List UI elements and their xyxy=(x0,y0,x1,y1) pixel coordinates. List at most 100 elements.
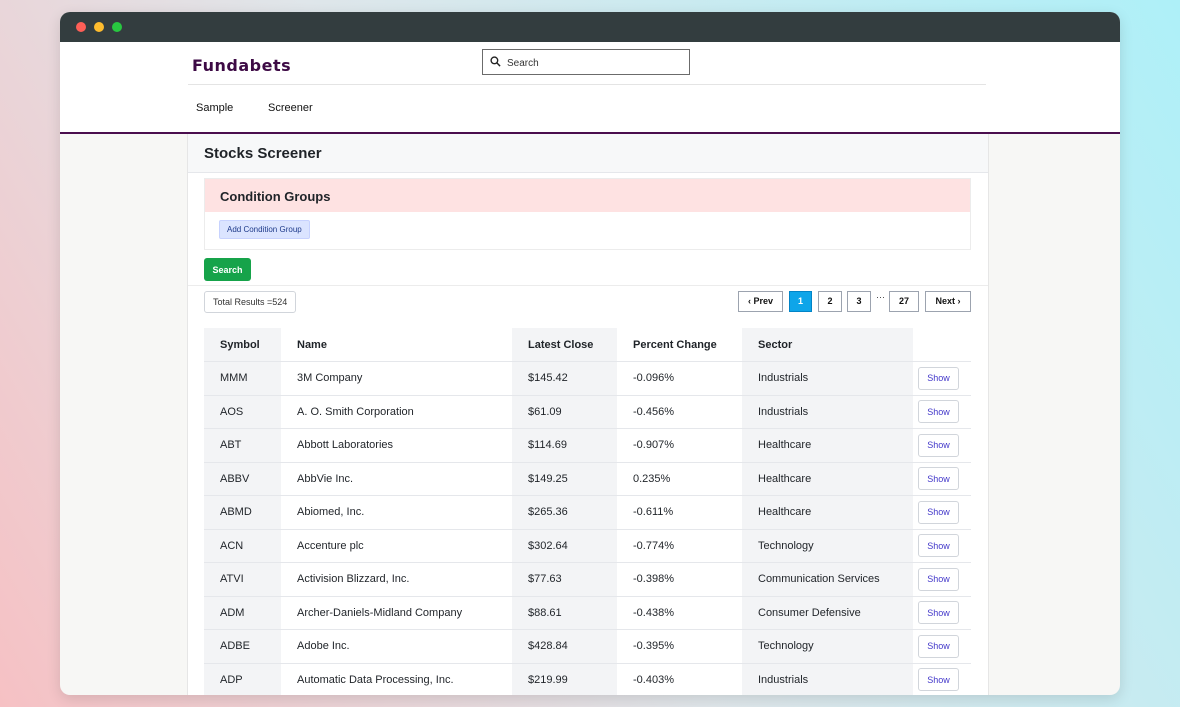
table-row: ATVI Activision Blizzard, Inc. $77.63 -0… xyxy=(204,562,971,597)
action-cell: Show xyxy=(913,663,971,695)
pagination-page-3[interactable]: 3 xyxy=(847,291,871,312)
search-icon xyxy=(490,56,501,67)
close-cell: $265.36 xyxy=(512,495,617,530)
name-cell: AbbVie Inc. xyxy=(281,462,512,496)
search-button[interactable]: Search xyxy=(204,258,251,281)
pagination-next-button[interactable]: Next › xyxy=(925,291,971,312)
close-cell: $149.25 xyxy=(512,462,617,496)
pagination-page-2[interactable]: 2 xyxy=(818,291,842,312)
name-cell: Activision Blizzard, Inc. xyxy=(281,562,512,597)
symbol-cell: ABBV xyxy=(204,462,281,496)
show-button[interactable]: Show xyxy=(918,400,959,424)
pagination-page-1[interactable]: 1 xyxy=(789,291,812,312)
column-header-actions xyxy=(913,328,971,362)
page-header: Stocks Screener xyxy=(188,134,988,173)
table-row: ABT Abbott Laboratories $114.69 -0.907% … xyxy=(204,428,971,463)
show-button[interactable]: Show xyxy=(918,567,959,591)
change-cell: -0.403% xyxy=(617,663,742,695)
close-cell: $77.63 xyxy=(512,562,617,597)
nav-link-screener[interactable]: Screener xyxy=(268,102,313,114)
sector-cell: Technology xyxy=(742,529,913,563)
change-cell: -0.456% xyxy=(617,395,742,429)
sector-cell: Healthcare xyxy=(742,428,913,463)
change-cell: -0.611% xyxy=(617,495,742,530)
main-content: Stocks Screener Condition Groups Add Con… xyxy=(187,134,989,695)
symbol-cell: ABMD xyxy=(204,495,281,530)
change-cell: -0.438% xyxy=(617,596,742,630)
symbol-cell: MMM xyxy=(204,361,281,396)
name-cell: Automatic Data Processing, Inc. xyxy=(281,663,512,695)
pagination-ellipsis: ··· xyxy=(876,292,885,302)
close-cell: $219.99 xyxy=(512,663,617,695)
column-header-symbol[interactable]: Symbol xyxy=(204,328,281,362)
table-row: ADP Automatic Data Processing, Inc. $219… xyxy=(204,663,971,695)
close-window-dot[interactable] xyxy=(76,22,86,32)
pagination-page-last[interactable]: 27 xyxy=(889,291,919,312)
minimize-window-dot[interactable] xyxy=(94,22,104,32)
symbol-cell: ADP xyxy=(204,663,281,695)
header-divider xyxy=(188,84,986,85)
name-cell: Archer-Daniels-Midland Company xyxy=(281,596,512,630)
show-button[interactable]: Show xyxy=(918,668,959,692)
column-header-name[interactable]: Name xyxy=(281,328,512,362)
symbol-cell: ATVI xyxy=(204,562,281,597)
show-button[interactable]: Show xyxy=(918,467,959,491)
sector-cell: Industrials xyxy=(742,663,913,695)
column-header-latest-close[interactable]: Latest Close xyxy=(512,328,617,362)
page-title: Stocks Screener xyxy=(204,145,322,162)
browser-window: Fundabets Sample Screener Stocks Screene… xyxy=(60,12,1120,695)
column-header-percent-change[interactable]: Percent Change xyxy=(617,328,742,362)
close-cell: $114.69 xyxy=(512,428,617,463)
condition-groups-header: Condition Groups xyxy=(205,179,970,212)
show-button[interactable]: Show xyxy=(918,433,959,457)
table-row: AOS A. O. Smith Corporation $61.09 -0.45… xyxy=(204,395,971,429)
symbol-cell: ACN xyxy=(204,529,281,563)
change-cell: -0.395% xyxy=(617,629,742,664)
show-button[interactable]: Show xyxy=(918,601,959,625)
search-box[interactable] xyxy=(482,49,690,75)
close-cell: $428.84 xyxy=(512,629,617,664)
name-cell: Accenture plc xyxy=(281,529,512,563)
add-condition-group-button[interactable]: Add Condition Group xyxy=(219,220,310,239)
show-button[interactable]: Show xyxy=(918,634,959,658)
close-cell: $61.09 xyxy=(512,395,617,429)
search-input[interactable] xyxy=(505,53,684,73)
action-cell: Show xyxy=(913,495,971,530)
maximize-window-dot[interactable] xyxy=(112,22,122,32)
table-row: ADM Archer-Daniels-Midland Company $88.6… xyxy=(204,596,971,630)
name-cell: A. O. Smith Corporation xyxy=(281,395,512,429)
close-cell: $145.42 xyxy=(512,361,617,396)
symbol-cell: ABT xyxy=(204,428,281,463)
action-cell: Show xyxy=(913,395,971,429)
symbol-cell: ADBE xyxy=(204,629,281,664)
name-cell: Adobe Inc. xyxy=(281,629,512,664)
action-cell: Show xyxy=(913,462,971,496)
show-button[interactable]: Show xyxy=(918,366,959,390)
pagination-prev-button[interactable]: ‹ Prev xyxy=(738,291,783,312)
brand-logo[interactable]: Fundabets xyxy=(192,56,292,75)
table-row: ABMD Abiomed, Inc. $265.36 -0.611% Healt… xyxy=(204,495,971,530)
column-header-sector[interactable]: Sector xyxy=(742,328,913,362)
name-cell: Abiomed, Inc. xyxy=(281,495,512,530)
table-row: ACN Accenture plc $302.64 -0.774% Techno… xyxy=(204,529,971,563)
nav-link-sample[interactable]: Sample xyxy=(196,102,234,114)
app-header: Fundabets Sample Screener xyxy=(60,42,1120,134)
table-header-row: Symbol Name Latest Close Percent Change … xyxy=(204,328,971,362)
show-button[interactable]: Show xyxy=(918,500,959,524)
name-cell: Abbott Laboratories xyxy=(281,428,512,463)
close-cell: $88.61 xyxy=(512,596,617,630)
show-button[interactable]: Show xyxy=(918,534,959,558)
change-cell: -0.096% xyxy=(617,361,742,396)
name-cell: 3M Company xyxy=(281,361,512,396)
action-cell: Show xyxy=(913,428,971,463)
symbol-cell: ADM xyxy=(204,596,281,630)
sector-cell: Healthcare xyxy=(742,462,913,496)
change-cell: -0.398% xyxy=(617,562,742,597)
change-cell: -0.774% xyxy=(617,529,742,563)
action-cell: Show xyxy=(913,361,971,396)
symbol-cell: AOS xyxy=(204,395,281,429)
stocks-table: Symbol Name Latest Close Percent Change … xyxy=(204,328,971,695)
table-row: ABBV AbbVie Inc. $149.25 0.235% Healthca… xyxy=(204,462,971,496)
sector-cell: Consumer Defensive xyxy=(742,596,913,630)
action-cell: Show xyxy=(913,562,971,597)
